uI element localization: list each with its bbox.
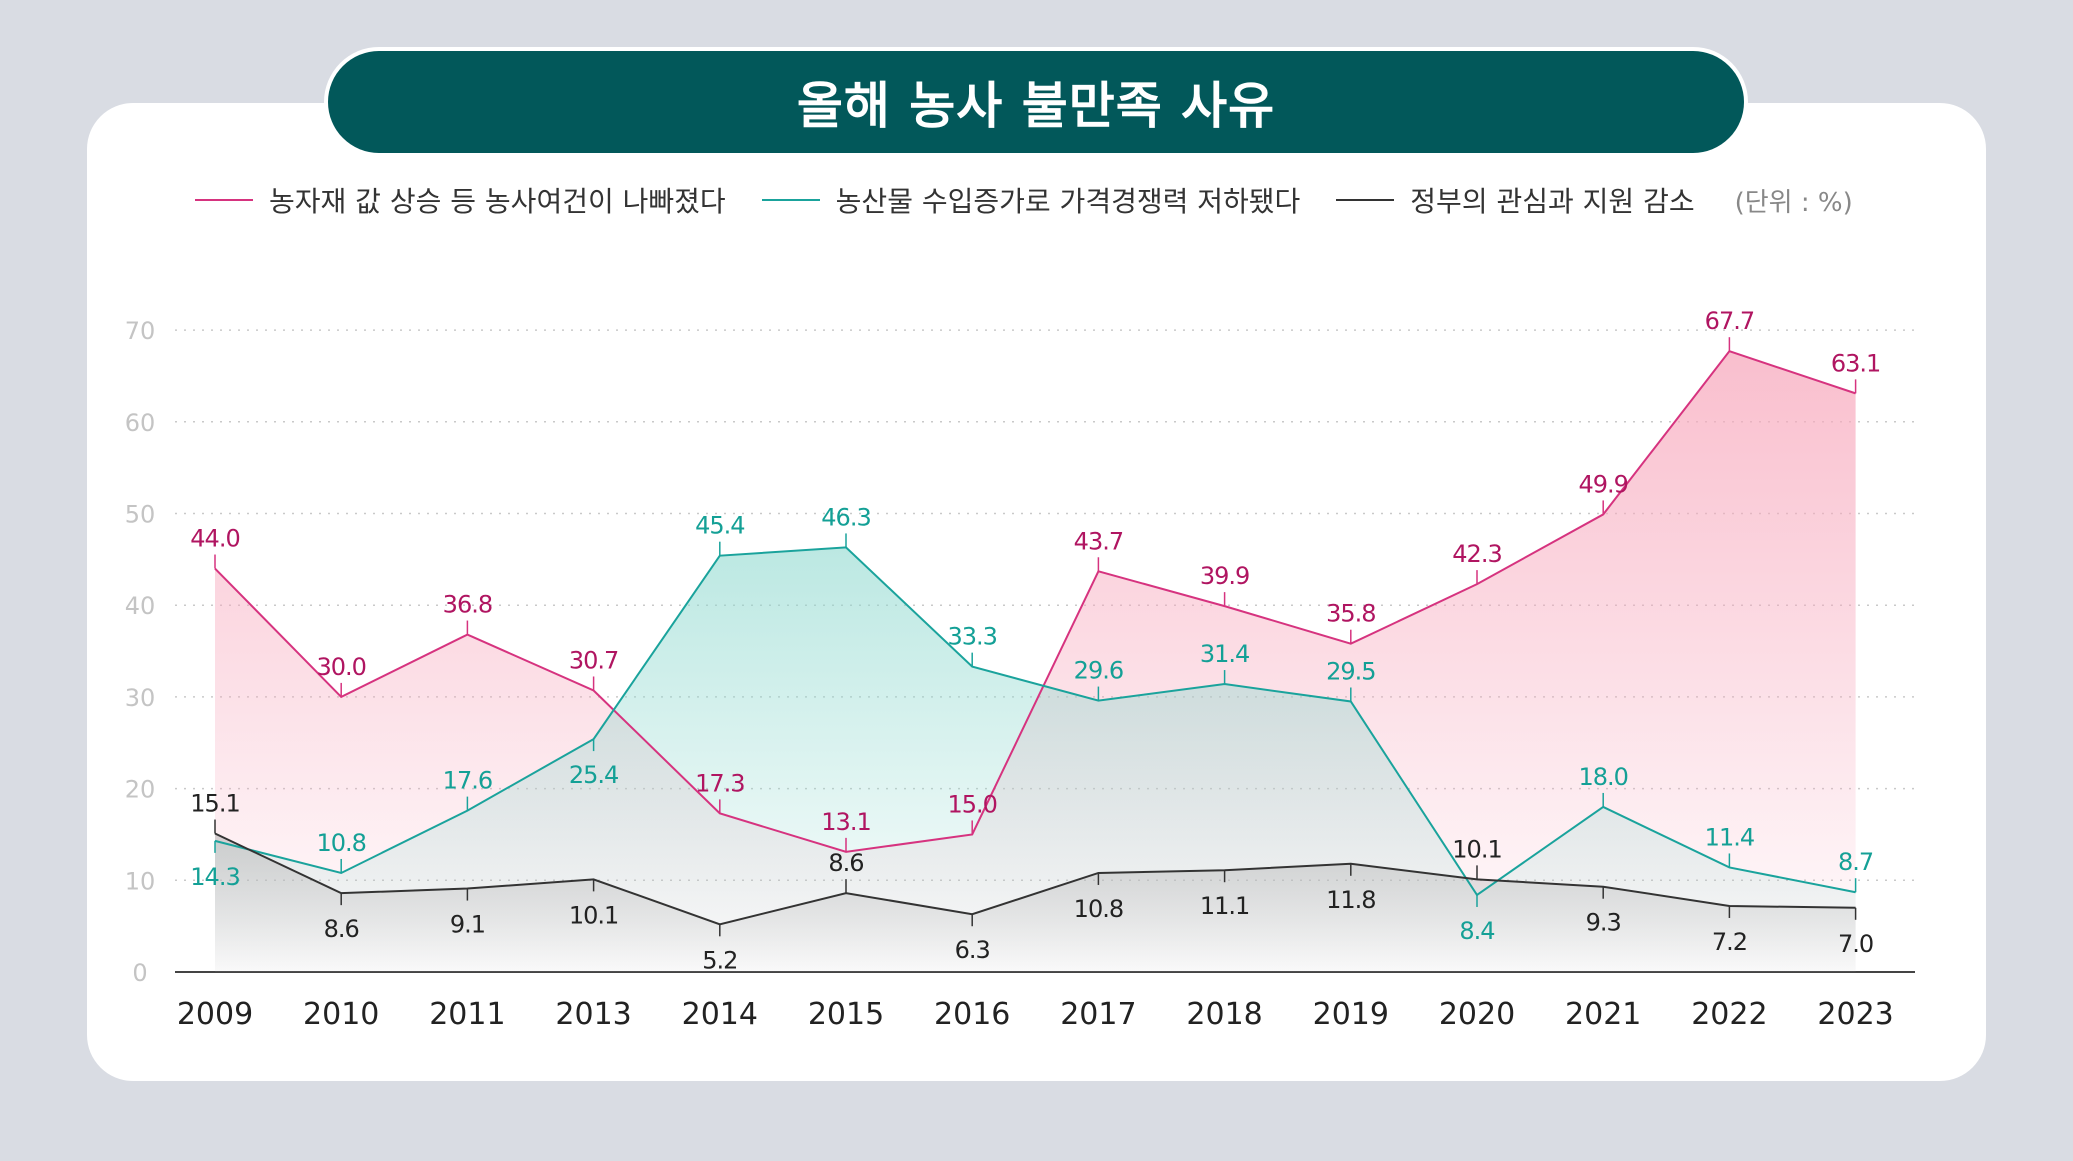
data-label: 8.4 bbox=[1459, 917, 1494, 945]
data-label: 15.0 bbox=[947, 790, 996, 818]
legend-line-icon bbox=[761, 199, 820, 201]
data-label: 36.8 bbox=[443, 591, 492, 619]
data-label: 13.1 bbox=[821, 808, 870, 836]
x-tick-label: 2009 bbox=[177, 997, 253, 1032]
data-label: 9.3 bbox=[1586, 909, 1621, 937]
data-label: 45.4 bbox=[695, 512, 744, 540]
data-label: 35.8 bbox=[1326, 600, 1375, 628]
data-label: 17.6 bbox=[443, 767, 492, 795]
data-label: 10.1 bbox=[1452, 835, 1501, 863]
data-label: 67.7 bbox=[1705, 307, 1754, 335]
series-area bbox=[215, 833, 1856, 972]
data-label: 11.4 bbox=[1705, 823, 1754, 851]
legend-label-cost: 농자재 값 상승 등 농사여건이 나빠졌다 bbox=[269, 185, 726, 218]
legend-label-import: 농산물 수입증가로 가격경쟁력 저하됐다 bbox=[835, 185, 1301, 218]
y-tick-label: 0 bbox=[132, 959, 147, 987]
unit-label: (단위 : %) bbox=[1734, 187, 1853, 218]
data-label: 9.1 bbox=[450, 911, 485, 939]
data-label: 11.8 bbox=[1326, 886, 1375, 914]
data-label: 25.4 bbox=[569, 761, 618, 789]
data-label: 30.7 bbox=[569, 646, 618, 674]
data-label: 44.0 bbox=[190, 525, 239, 553]
x-tick-label: 2019 bbox=[1313, 997, 1389, 1032]
data-label: 31.4 bbox=[1200, 640, 1249, 668]
y-tick-label: 50 bbox=[125, 501, 156, 529]
data-label: 8.6 bbox=[324, 915, 359, 943]
data-label: 43.7 bbox=[1074, 527, 1123, 555]
data-label: 46.3 bbox=[821, 503, 870, 531]
x-tick-label: 2023 bbox=[1817, 997, 1893, 1032]
series-line bbox=[214, 832, 1856, 926]
y-tick-label: 40 bbox=[125, 592, 156, 620]
data-label: 42.3 bbox=[1452, 540, 1501, 568]
legend-line-icon bbox=[1336, 199, 1395, 201]
x-tick-label: 2010 bbox=[303, 997, 379, 1032]
y-tick-label: 20 bbox=[125, 776, 156, 804]
y-tick-label: 60 bbox=[125, 409, 156, 437]
data-label: 10.8 bbox=[316, 829, 365, 857]
data-label: 10.8 bbox=[1074, 895, 1123, 923]
data-label: 7.0 bbox=[1838, 930, 1873, 958]
x-tick-label: 2020 bbox=[1439, 997, 1515, 1032]
data-label: 5.2 bbox=[702, 946, 737, 974]
data-label: 17.3 bbox=[695, 769, 744, 797]
series-line bbox=[214, 546, 1856, 897]
x-tick-label: 2022 bbox=[1691, 997, 1767, 1032]
data-label: 49.9 bbox=[1578, 470, 1627, 498]
x-tick-label: 2016 bbox=[934, 997, 1010, 1032]
x-tick-label: 2017 bbox=[1060, 997, 1136, 1032]
x-tick-label: 2011 bbox=[429, 997, 505, 1032]
data-label: 11.1 bbox=[1200, 892, 1249, 920]
legend-item-import: 농산물 수입증가로 가격경쟁력 저하됐다 bbox=[761, 180, 1301, 220]
y-tick-label: 10 bbox=[125, 867, 156, 895]
data-label: 29.5 bbox=[1326, 657, 1375, 685]
x-tick-label: 2015 bbox=[808, 997, 884, 1032]
data-label: 8.7 bbox=[1838, 848, 1873, 876]
legend-item-cost: 농자재 값 상승 등 농사여건이 나빠졌다 bbox=[195, 180, 726, 220]
data-label: 29.6 bbox=[1074, 657, 1123, 685]
legend: 농자재 값 상승 등 농사여건이 나빠졌다 농산물 수입증가로 가격경쟁력 저하… bbox=[195, 178, 1853, 222]
data-label: 6.3 bbox=[955, 936, 990, 964]
data-label: 30.0 bbox=[316, 653, 365, 681]
data-label: 10.1 bbox=[569, 901, 618, 929]
x-tick-label: 2018 bbox=[1186, 997, 1262, 1032]
x-tick-label: 2013 bbox=[555, 997, 631, 1032]
data-label: 7.2 bbox=[1712, 928, 1747, 956]
chart-title: 올해 농사 불만족 사유 bbox=[328, 51, 1744, 153]
series-area bbox=[215, 547, 1856, 972]
data-label: 39.9 bbox=[1200, 562, 1249, 590]
legend-item-government: 정부의 관심과 지원 감소 bbox=[1336, 180, 1695, 220]
data-label: 8.6 bbox=[828, 849, 863, 877]
x-tick-label: 2014 bbox=[682, 997, 758, 1032]
data-label: 18.0 bbox=[1578, 763, 1627, 791]
x-tick-label: 2021 bbox=[1565, 997, 1641, 1032]
data-label: 33.3 bbox=[947, 623, 996, 651]
legend-label-government: 정부의 관심과 지원 감소 bbox=[1410, 185, 1695, 218]
data-label: 15.1 bbox=[190, 790, 239, 818]
series-line bbox=[214, 350, 1856, 853]
y-tick-label: 30 bbox=[125, 684, 156, 712]
y-tick-label: 70 bbox=[125, 317, 156, 345]
data-label: 63.1 bbox=[1831, 349, 1880, 377]
data-label: 14.3 bbox=[190, 863, 239, 891]
legend-line-icon bbox=[195, 199, 253, 201]
